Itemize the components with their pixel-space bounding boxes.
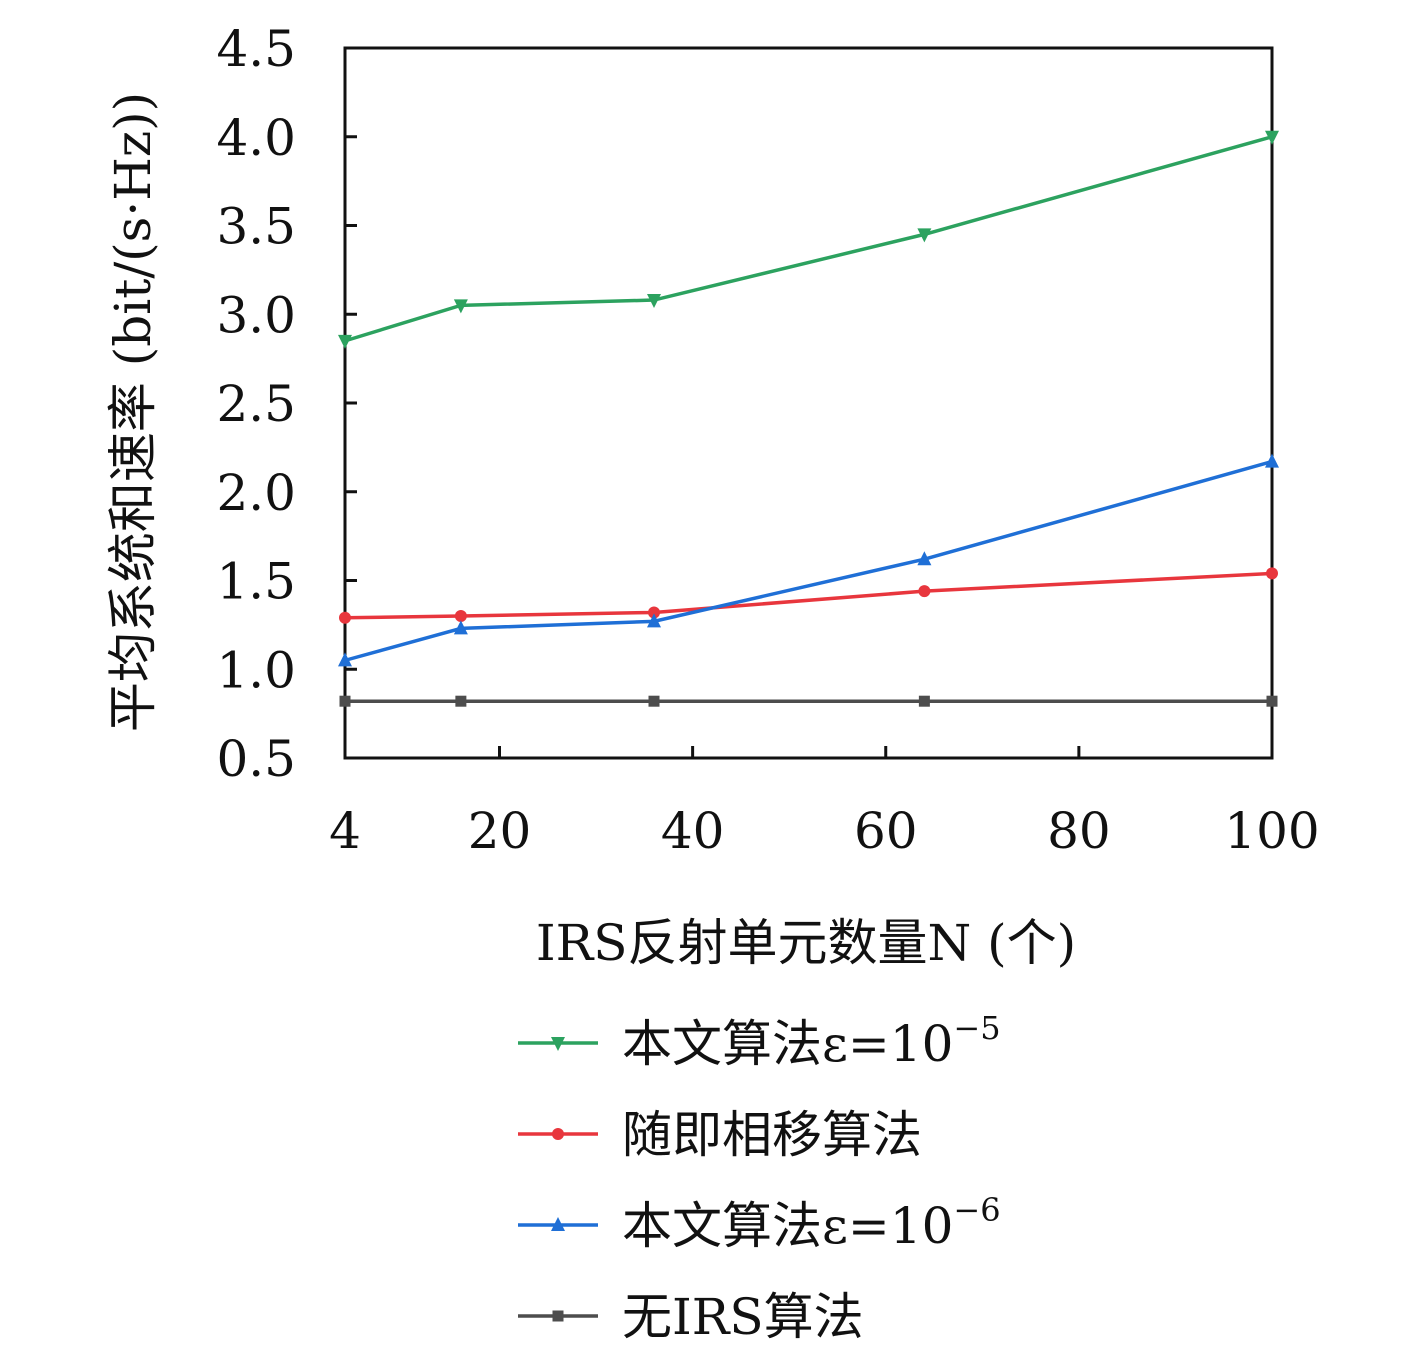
x-tick-label: 60	[854, 802, 918, 860]
legend-label-main: 无IRS算法	[622, 1288, 864, 1346]
series-line	[344, 135, 1273, 343]
data-point	[339, 695, 351, 707]
data-point	[338, 334, 352, 349]
y-axis-title: 平均系统和速率 (bit/(s·Hz))	[104, 92, 162, 732]
data-point	[918, 585, 931, 598]
data-point	[648, 695, 660, 707]
y-tick-label: 4.5	[216, 20, 296, 78]
x-tick-label: 40	[661, 802, 725, 860]
y-tick-label: 3.5	[216, 198, 296, 256]
x-tick-label: 4	[329, 802, 361, 860]
series-2	[339, 567, 1278, 624]
data-point	[1265, 130, 1279, 145]
data-point	[453, 299, 468, 314]
data-point	[1266, 695, 1278, 707]
legend-marker	[552, 1310, 564, 1322]
data-point	[454, 610, 467, 622]
series-3	[338, 453, 1279, 667]
y-tick-label: 1.0	[216, 641, 296, 699]
data-point	[338, 652, 352, 667]
data-point	[917, 551, 932, 566]
legend-item: 本文算法ε=10−5	[518, 1009, 1001, 1073]
plot-area	[343, 46, 1274, 760]
legend-label: 本文算法ε=10−5	[622, 1009, 1001, 1073]
y-tick-label: 4.0	[216, 109, 296, 167]
y-axis: 0.5 1.0 1.5 2.0 2.5 3.0 3.5 4.0 4.5	[216, 20, 357, 788]
legend-label-main: 本文算法ε=10	[622, 1197, 953, 1255]
series-4	[339, 695, 1278, 707]
x-tick-label: 20	[468, 802, 532, 860]
plot-frame	[343, 46, 1274, 760]
legend-marker	[551, 1037, 565, 1051]
y-tick-label: 2.5	[216, 375, 296, 433]
data-point	[647, 613, 661, 628]
y-tick-label: 2.0	[216, 464, 296, 522]
legend-item: 随即相移算法	[518, 1106, 922, 1164]
series-layer	[338, 130, 1279, 707]
series-line	[344, 459, 1273, 663]
legend-label-exponent: −6	[953, 1191, 1000, 1229]
data-point	[339, 611, 351, 624]
legend-marker	[551, 1217, 565, 1231]
data-point	[453, 620, 468, 635]
data-point	[455, 695, 467, 707]
series-1	[338, 130, 1279, 349]
y-tick-label: 1.5	[216, 553, 296, 611]
data-point	[647, 294, 661, 309]
legend-label-exponent: −5	[953, 1009, 1000, 1047]
data-point	[917, 228, 932, 243]
legend-label: 无IRS算法	[622, 1288, 864, 1346]
y-tick-label: 0.5	[216, 730, 296, 788]
data-point	[918, 695, 930, 707]
legend-marker	[552, 1128, 564, 1140]
x-axis-title: IRS反射单元数量N (个)	[536, 914, 1076, 972]
data-point	[1265, 453, 1279, 468]
series-line	[344, 571, 1273, 620]
x-tick-label: 80	[1047, 802, 1111, 860]
legend-label-main: 随即相移算法	[622, 1106, 922, 1164]
legend-label: 随即相移算法	[622, 1106, 922, 1164]
legend-label: 本文算法ε=10−6	[622, 1191, 1001, 1255]
x-axis: 4 20 40 60 80 100	[329, 746, 1320, 860]
x-tick-label: 100	[1224, 802, 1319, 860]
data-point	[648, 606, 660, 619]
legend-item: 无IRS算法	[518, 1288, 864, 1346]
legend-label-main: 本文算法ε=10	[622, 1015, 953, 1073]
y-tick-label: 3.0	[216, 286, 296, 344]
data-point	[1266, 567, 1278, 580]
legend-item: 本文算法ε=10−6	[518, 1191, 1001, 1255]
